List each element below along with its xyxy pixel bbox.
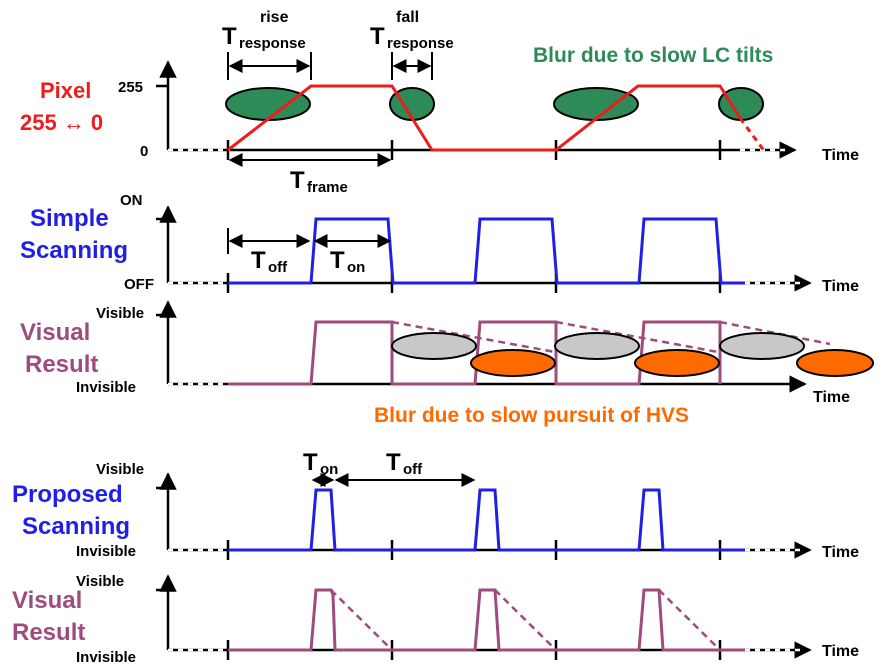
prop-t-off-sub: off bbox=[403, 461, 423, 478]
vis1-x-label: Time bbox=[813, 389, 850, 406]
scan-y-bottom-label: OFF bbox=[124, 276, 154, 293]
lc-blur-ellipse-1 bbox=[225, 87, 311, 121]
pixel-title-line1: Pixel bbox=[40, 78, 91, 103]
pixel-waveform bbox=[227, 84, 742, 152]
prop-t-on-sub: on bbox=[320, 461, 338, 478]
prop-t-on-main: T bbox=[303, 449, 318, 476]
prop-y-top-label: Visible bbox=[96, 461, 144, 478]
vis2-waveform bbox=[228, 588, 745, 652]
proposed-scanning-panel: Proposed Scanning Visible Invisible Time… bbox=[12, 449, 859, 561]
vis1-y-top-label: Visible bbox=[96, 305, 144, 322]
hvs-gray-ellipse-2 bbox=[554, 332, 640, 360]
prop-title-line2: Scanning bbox=[22, 513, 130, 540]
scan-x-label: Time bbox=[822, 278, 859, 295]
pixel-y-top-label: 255 bbox=[118, 79, 143, 96]
hvs-orange-ellipse-1 bbox=[470, 349, 556, 377]
hvs-orange-ellipse-3 bbox=[796, 349, 874, 377]
scan-title-line2: Scanning bbox=[20, 237, 128, 264]
t-rise-main: T bbox=[222, 23, 237, 50]
t-on-main: T bbox=[330, 247, 345, 274]
hvs-blur-note: Blur due to slow pursuit of HVS bbox=[374, 404, 689, 427]
t-frame-sub: frame bbox=[307, 179, 348, 196]
t-off-sub: off bbox=[268, 259, 288, 276]
pixel-title-line2: 255 ↔ 0 bbox=[20, 110, 103, 135]
t-rise-sup: rise bbox=[260, 9, 289, 26]
prop-title-line1: Proposed bbox=[12, 481, 123, 508]
vis1-decay-1 bbox=[391, 320, 556, 354]
vis2-decay-1 bbox=[330, 589, 393, 651]
vis2-y-top-label: Visible bbox=[76, 573, 124, 590]
simple-scanning-panel: Simple Scanning ON OFF Time T off T on bbox=[20, 192, 859, 295]
vis1-title-line2: Result bbox=[25, 351, 98, 378]
prop-y-bottom-label: Invisible bbox=[76, 543, 136, 560]
hvs-orange-ellipse-2 bbox=[634, 349, 720, 377]
vis1-decay-3 bbox=[719, 320, 831, 346]
vis1-y-bottom-label: Invisible bbox=[76, 379, 136, 396]
pixel-waveform-dashed bbox=[738, 117, 767, 153]
hvs-gray-ellipse-3 bbox=[719, 332, 805, 360]
proposed-scan-waveform bbox=[228, 488, 745, 552]
simple-scan-waveform bbox=[228, 217, 745, 285]
scan-y-top-label: ON bbox=[120, 192, 143, 209]
scan-title-line1: Simple bbox=[30, 205, 109, 232]
t-off-main: T bbox=[251, 247, 266, 274]
vis2-decay-2 bbox=[494, 589, 557, 651]
pixel-y-bottom-label: 0 bbox=[140, 143, 148, 160]
vis2-title-line2: Result bbox=[12, 619, 85, 646]
t-fall-sub: response bbox=[387, 35, 454, 52]
t-fall-sup: fall bbox=[396, 9, 419, 26]
vis2-title-line1: Visual bbox=[12, 587, 82, 614]
visual-result-panel-1: Visual Result Visible Invisible Time Blu… bbox=[20, 300, 874, 427]
lc-blur-note: Blur due to slow LC tilts bbox=[533, 44, 773, 67]
vis1-title-line1: Visual bbox=[20, 319, 90, 346]
vis2-x-label: Time bbox=[822, 643, 859, 660]
hvs-gray-ellipse-1 bbox=[391, 332, 477, 360]
t-on-sub: on bbox=[347, 259, 365, 276]
lc-blur-ellipse-3 bbox=[553, 87, 639, 121]
visual-result-panel-2: Visual Result Visible Invisible Time bbox=[12, 573, 859, 666]
vis1-decay-2 bbox=[555, 320, 719, 354]
prop-x-label: Time bbox=[822, 544, 859, 561]
t-rise-sub: response bbox=[239, 35, 306, 52]
pixel-x-label: Time bbox=[822, 147, 859, 164]
t-fall-main: T bbox=[370, 23, 385, 50]
vis1-waveform bbox=[228, 320, 722, 386]
pixel-panel: Pixel 255 ↔ 0 255 0 Time rise T response… bbox=[20, 9, 859, 196]
prop-t-off-main: T bbox=[386, 449, 401, 476]
vis2-decay-3 bbox=[658, 589, 721, 651]
t-frame-main: T bbox=[290, 167, 305, 194]
vis2-y-bottom-label: Invisible bbox=[76, 649, 136, 666]
